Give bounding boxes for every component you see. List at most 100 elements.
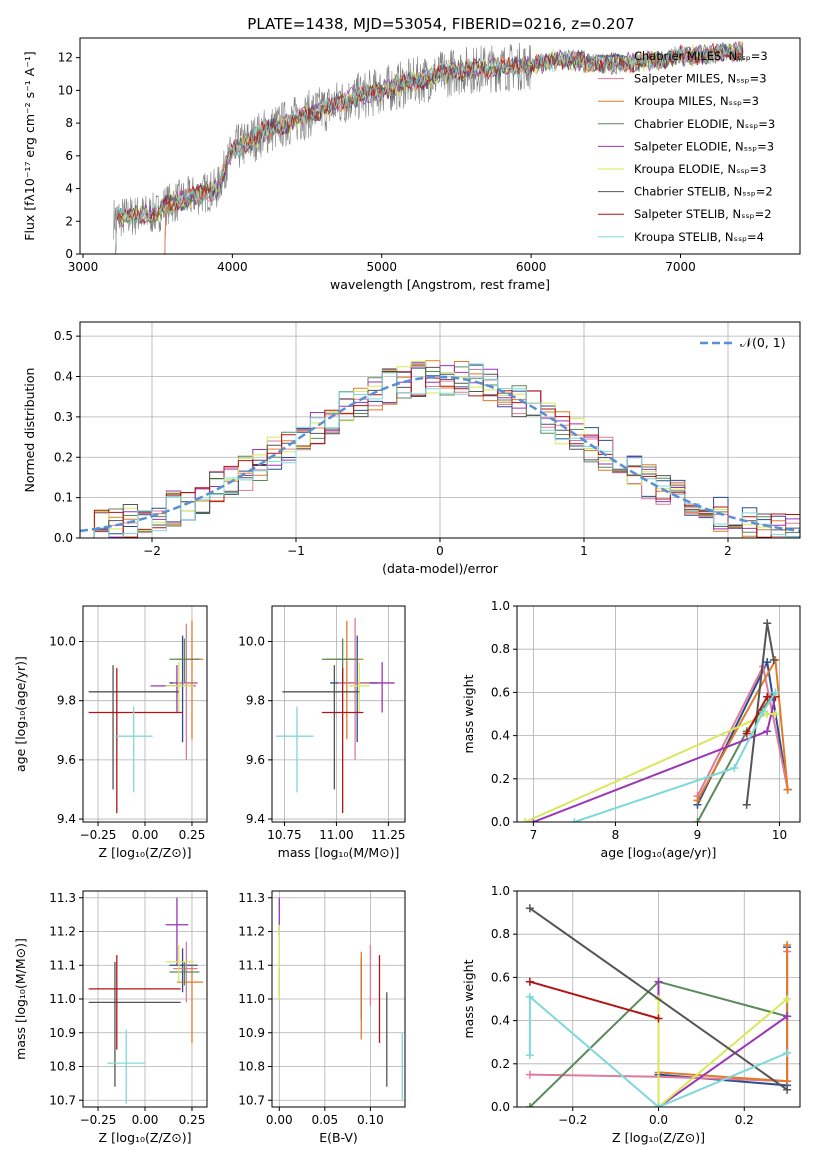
legend-label: Chabrier ELODIE, Nₛₛₚ=3 xyxy=(634,117,775,131)
y-tick-label: 0.0 xyxy=(491,815,510,829)
x-tick-label: −0.2 xyxy=(558,1113,587,1127)
x-tick-label: 10 xyxy=(772,828,787,842)
weight-marker xyxy=(742,729,751,738)
x-tick-label: 0.0 xyxy=(649,1113,668,1127)
x-axis-label: age [log₁₀(age/yr)] xyxy=(601,845,717,860)
y-tick-label: 8 xyxy=(65,116,73,130)
weight-marker xyxy=(763,619,772,628)
x-tick-label: 11.00 xyxy=(319,828,353,842)
x-axis-label: Z [log₁₀(Z/Z⊙)] xyxy=(99,845,192,860)
age-vs-mass-panel: 10.75 11.00 11.25 9.4 9.6 9.8 10.0 mass [log₁₀(… xyxy=(238,605,406,860)
weight-marker xyxy=(763,658,772,667)
plot-area xyxy=(88,897,204,1104)
weight-marker xyxy=(763,710,772,718)
weight-marker xyxy=(525,1070,534,1079)
x-axis-label: wavelength [Angstrom, rest frame] xyxy=(330,277,550,292)
x-axis-label: Z [log₁₀(Z/Z⊙)] xyxy=(99,1130,192,1145)
weight-marker xyxy=(654,1014,663,1023)
plot-area xyxy=(88,620,204,814)
weight-marker xyxy=(771,688,780,697)
x-tick-label: 0.10 xyxy=(357,1113,384,1127)
weight-marker xyxy=(525,904,534,913)
weight-line-kroupa-stelib xyxy=(574,691,777,822)
x-tick-label: 9 xyxy=(694,828,702,842)
y-tick-label: 9.8 xyxy=(246,694,265,708)
plot-area xyxy=(521,619,792,822)
x-tick-label: 0.25 xyxy=(179,1113,206,1127)
age-vs-metallicity-panel: −0.25 0.00 0.25 9.4 9.6 9.8 10.0 Z [log₁₀(Z/Z⊙)… xyxy=(13,605,208,860)
legend-label: Salpeter STELIB, Nₛₛₚ=2 xyxy=(634,207,772,221)
y-tick-label: 11.3 xyxy=(49,891,76,905)
y-axis-label: Normed distribution xyxy=(22,368,37,493)
x-tick-label: 0.25 xyxy=(179,828,206,842)
weight-marker xyxy=(783,785,792,794)
x-tick-label: 0 xyxy=(436,544,444,558)
y-tick-label: 1.0 xyxy=(491,884,510,898)
x-tick-label: −2 xyxy=(143,544,161,558)
x-tick-label: 6000 xyxy=(516,260,547,274)
weight-marker xyxy=(783,941,792,949)
mass-vs-ebv-panel: 0.00 0.05 0.10 10.7 10.8 10.9 11.0 11.1 11.2 11.3… xyxy=(238,890,406,1145)
histogram-salpeter-stelib xyxy=(80,371,800,538)
y-tick-label: 2 xyxy=(65,214,73,228)
y-tick-label: 11.1 xyxy=(238,958,265,972)
y-tick-label: 0.5 xyxy=(54,329,73,343)
y-tick-label: 0.6 xyxy=(491,685,510,699)
weights-vs-age-panel: 7 8 9 10 0.0 0.2 0.4 0.6 0.8 1.0 age [log₁₀(age/yr… xyxy=(461,599,801,860)
y-tick-label: 11.2 xyxy=(238,925,265,939)
weight-marker xyxy=(525,1051,534,1060)
spectrum-panel: 3000 4000 5000 6000 7000 0 2 4 6 8 10 12 wavelength … xyxy=(22,37,801,292)
x-tick-label: 1 xyxy=(580,544,588,558)
weight-marker xyxy=(654,977,663,986)
y-tick-label: 1.0 xyxy=(491,599,510,613)
weight-marker xyxy=(525,977,534,986)
y-tick-label: 0.2 xyxy=(54,450,73,464)
grid xyxy=(272,891,405,1107)
x-tick-label: −1 xyxy=(287,544,305,558)
y-tick-label: 0.8 xyxy=(491,642,510,656)
x-tick-label: −0.25 xyxy=(80,1113,117,1127)
legend-label: Kroupa STELIB, Nₛₛₚ=4 xyxy=(634,230,764,244)
x-tick-label: 7000 xyxy=(665,260,696,274)
weight-line-chabrier-miles xyxy=(696,658,789,806)
y-tick-label: 10.8 xyxy=(49,1060,76,1074)
y-tick-label: 9.6 xyxy=(246,753,265,767)
histogram-kroupa-stelib xyxy=(80,363,800,538)
weight-marker xyxy=(759,707,768,716)
y-tick-label: 10.9 xyxy=(49,1026,76,1040)
weight-marker xyxy=(521,818,530,822)
legend-label: Kroupa MILES, Nₛₛₚ=3 xyxy=(634,94,759,108)
y-axis-label: mass weight xyxy=(461,959,476,1038)
y-tick-label: 10.7 xyxy=(49,1093,76,1107)
x-tick-label: 7 xyxy=(530,828,538,842)
weight-line-salpeter-stelib xyxy=(529,980,659,1020)
x-tick-label: 5000 xyxy=(366,260,397,274)
y-axis-label: mass [log₁₀(M/M⊙)] xyxy=(13,938,28,1060)
y-tick-label: 10.8 xyxy=(238,1060,265,1074)
y-tick-label: 0.8 xyxy=(491,927,510,941)
x-tick-label: 11.25 xyxy=(371,828,405,842)
plot-area xyxy=(525,904,792,1107)
x-tick-label: 0.00 xyxy=(266,1113,293,1127)
x-tick-label: 0.00 xyxy=(132,1113,159,1127)
y-tick-label: 10.0 xyxy=(49,635,76,649)
y-tick-label: 11.3 xyxy=(238,891,265,905)
weight-marker xyxy=(570,818,579,822)
weight-marker xyxy=(763,692,772,701)
weight-marker xyxy=(769,656,778,664)
mass-vs-metallicity-panel: −0.25 0.00 0.25 10.7 10.8 10.9 11.0 11.1 11.2 11.… xyxy=(13,890,208,1145)
y-tick-label: 9.8 xyxy=(57,694,76,708)
y-tick-label: 11.1 xyxy=(49,958,76,972)
y-tick-label: 6 xyxy=(65,149,73,163)
y-tick-label: 0.0 xyxy=(491,1100,510,1114)
y-tick-label: 9.6 xyxy=(57,753,76,767)
grid xyxy=(83,606,207,822)
y-tick-label: 12 xyxy=(58,51,73,65)
legend-label: Chabrier STELIB, Nₛₛₚ=2 xyxy=(634,185,773,199)
x-tick-label: 8 xyxy=(612,828,620,842)
y-tick-label: 11.2 xyxy=(49,925,76,939)
weight-marker xyxy=(693,796,702,805)
x-axis-label: (data-model)/error xyxy=(382,561,499,576)
y-tick-label: 10.7 xyxy=(238,1093,265,1107)
